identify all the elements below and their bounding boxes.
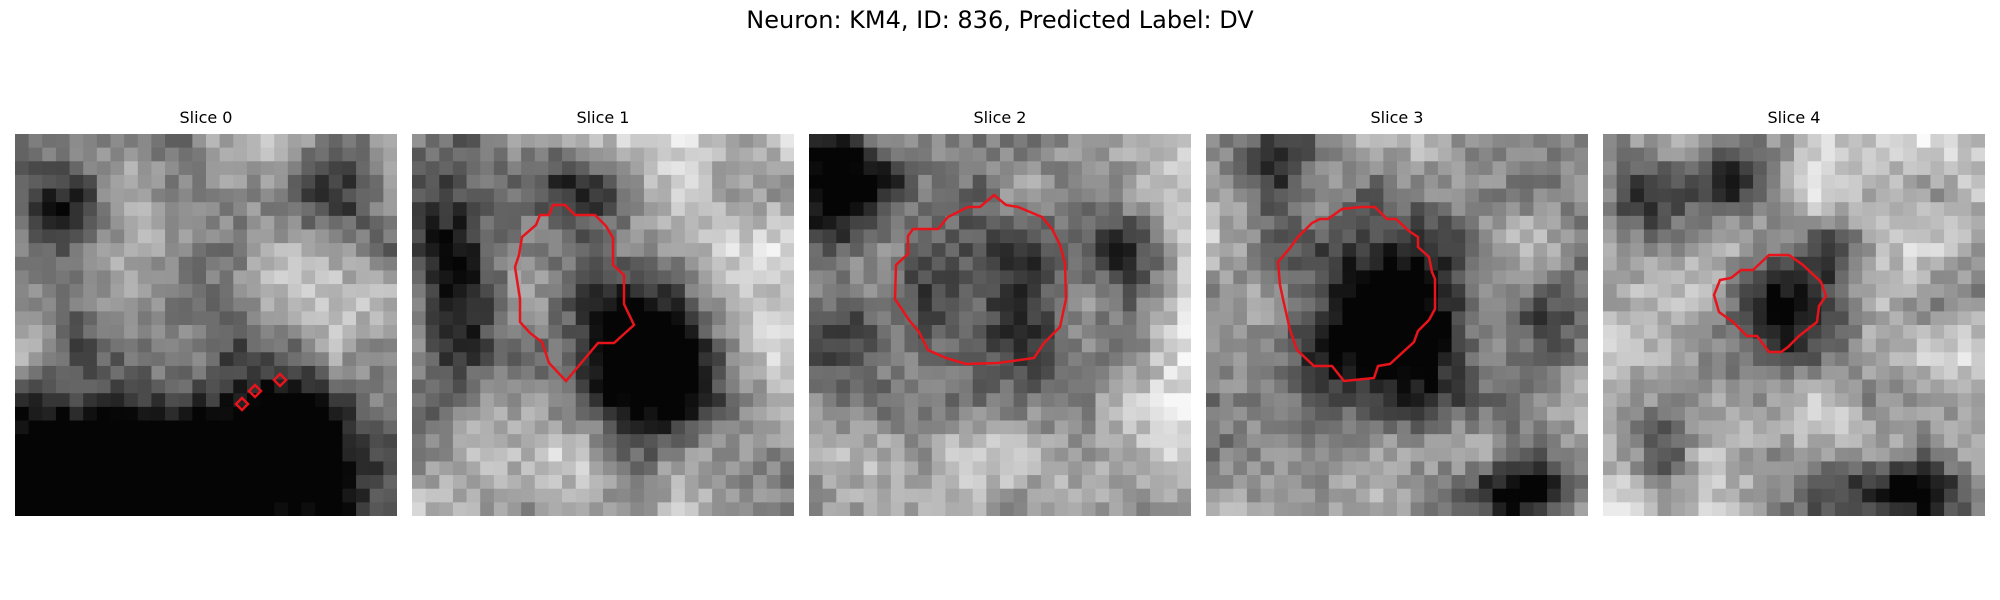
contour-3 (1276, 205, 1437, 383)
contour-2 (893, 193, 1068, 366)
slice-image-0 (15, 134, 397, 516)
slice-title-2: Slice 2 (973, 108, 1027, 127)
slice-image-4 (1603, 134, 1985, 516)
slice-panel-2: Slice 2 (809, 108, 1191, 518)
slice-image-2 (809, 134, 1191, 516)
slice-image-1 (412, 134, 794, 516)
slice-panel-1: Slice 1 (412, 108, 794, 518)
slice-panel-4: Slice 4 (1603, 108, 1985, 518)
slice-title-3: Slice 3 (1370, 108, 1424, 127)
contour-0 (234, 372, 288, 412)
slice-title-0: Slice 0 (179, 108, 233, 127)
slice-title-4: Slice 4 (1767, 108, 1821, 127)
slice-title-1: Slice 1 (576, 108, 630, 127)
slice-panel-3: Slice 3 (1206, 108, 1588, 518)
slice-image-3 (1206, 134, 1588, 516)
contour-4 (1712, 253, 1828, 354)
contour-1 (513, 203, 636, 383)
figure-title: Neuron: KM4, ID: 836, Predicted Label: D… (746, 6, 1254, 34)
slice-panel-0: Slice 0 (15, 108, 397, 518)
